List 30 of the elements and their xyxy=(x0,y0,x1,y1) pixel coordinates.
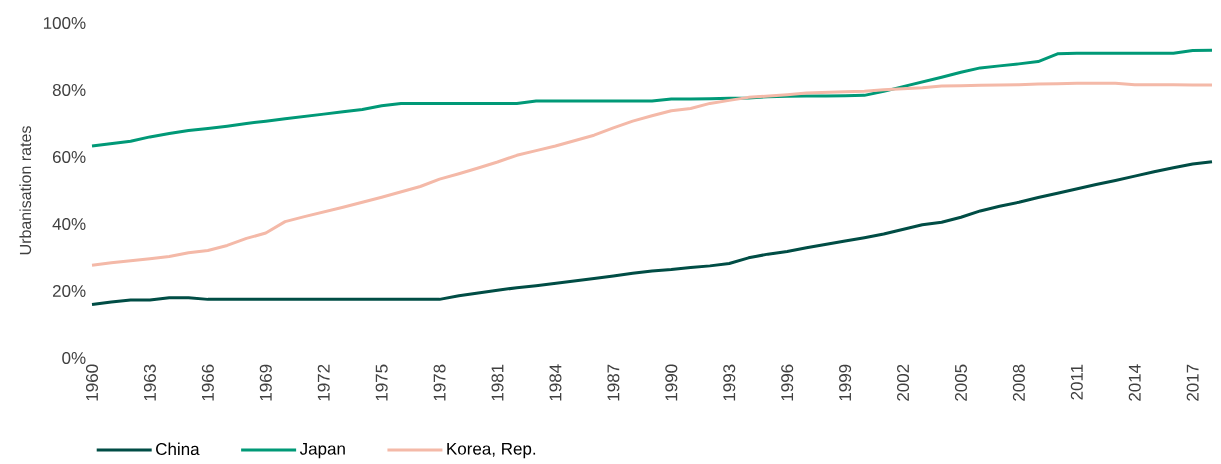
y-tick-label: 100% xyxy=(43,16,86,30)
legend-label: Japan xyxy=(299,442,345,459)
x-tick-label: 2008 xyxy=(1012,364,1025,401)
x-tick-label: 1969 xyxy=(259,364,272,401)
legend-label: China xyxy=(156,442,200,456)
y-tick-label: 80% xyxy=(52,83,86,97)
x-tick-label: 1978 xyxy=(433,364,446,401)
y-tick-label: 60% xyxy=(52,150,86,164)
x-tick-label: 1981 xyxy=(491,364,504,401)
x-tick-label: 1987 xyxy=(607,364,620,401)
x-tick-label: 2005 xyxy=(954,364,967,401)
y-axis-title: Urbanisation rates xyxy=(19,126,32,255)
x-tick-label: 1972 xyxy=(317,364,330,401)
x-tick-label: 1984 xyxy=(549,364,562,401)
y-tick-label: 20% xyxy=(52,284,86,298)
x-tick-label: 1990 xyxy=(665,364,678,401)
x-tick-label: 2011 xyxy=(1070,364,1083,400)
x-tick-label: 1999 xyxy=(839,364,852,401)
x-tick-label: 1975 xyxy=(375,364,388,401)
y-tick-label: 0% xyxy=(62,351,86,365)
x-tick-label: 2017 xyxy=(1186,364,1199,401)
x-tick-label: 2002 xyxy=(897,364,910,401)
x-tick-label: 2014 xyxy=(1128,364,1141,401)
x-tick-label: 1966 xyxy=(201,364,214,401)
x-tick-label: 1960 xyxy=(85,364,99,401)
y-tick-label: 40% xyxy=(52,217,86,231)
x-tick-label: 1993 xyxy=(723,364,736,401)
x-tick-label: 1963 xyxy=(143,364,156,401)
legend-label: Korea, Rep. xyxy=(447,442,536,459)
x-tick-label: 1996 xyxy=(781,364,794,401)
